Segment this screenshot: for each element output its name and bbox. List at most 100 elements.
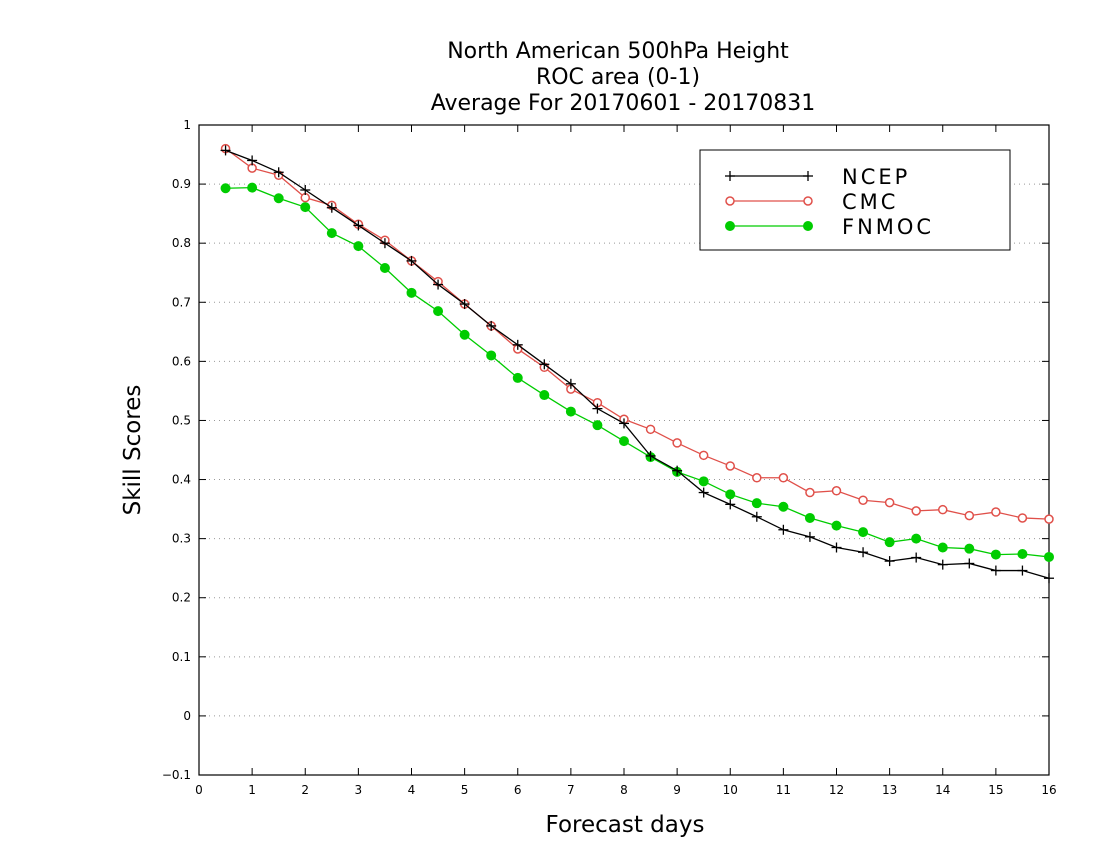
x-tick-label: 13 bbox=[882, 783, 897, 797]
data-point-fnmoc bbox=[831, 520, 842, 531]
legend-marker-cmc bbox=[803, 196, 813, 206]
data-point-ncep bbox=[1044, 573, 1054, 584]
data-point-cmc bbox=[1017, 513, 1028, 523]
legend-item-fnmoc: FNMOC bbox=[725, 215, 934, 239]
data-point-ncep bbox=[379, 238, 390, 249]
title-line-1: North American 500hPa Height bbox=[447, 39, 789, 64]
data-point-ncep bbox=[406, 255, 417, 266]
y-tick-label: 0.8 bbox=[172, 236, 191, 250]
legend-item-cmc: CMC bbox=[725, 190, 898, 214]
data-point-fnmoc bbox=[300, 202, 311, 213]
data-point-fnmoc bbox=[539, 390, 550, 401]
x-axis: 0 1 2 3 4 5 6 7 8 9 10 11 12 13 14 15 16 bbox=[195, 125, 1057, 797]
data-point-cmc bbox=[964, 510, 975, 521]
y-tick-label: 0.1 bbox=[172, 650, 191, 664]
data-point-fnmoc bbox=[353, 241, 364, 252]
data-point-ncep bbox=[990, 565, 1001, 576]
x-tick-label: 15 bbox=[988, 783, 1003, 797]
data-point-ncep bbox=[273, 167, 284, 178]
data-point-fnmoc bbox=[911, 533, 922, 544]
data-point-ncep bbox=[831, 542, 842, 553]
x-tick-label: 2 bbox=[301, 783, 309, 797]
legend-marker-ncep bbox=[803, 171, 813, 181]
x-tick-label: 9 bbox=[673, 783, 681, 797]
data-point-ncep bbox=[672, 465, 683, 476]
data-point-ncep bbox=[619, 418, 629, 429]
data-point-fnmoc bbox=[433, 306, 444, 317]
data-point-ncep bbox=[937, 559, 948, 570]
data-point-cmc bbox=[858, 495, 868, 505]
title-line-2: ROC area (0-1) bbox=[536, 65, 700, 90]
data-point-fnmoc bbox=[592, 420, 603, 431]
y-tick-label: 0 bbox=[183, 709, 191, 723]
data-point-ncep bbox=[300, 185, 311, 195]
y-axis-label: Skill Scores bbox=[120, 385, 146, 516]
x-tick-label: 3 bbox=[355, 783, 363, 797]
chart-title: North American 500hPa Height ROC area (0… bbox=[431, 39, 816, 116]
legend-label-ncep: NCEP bbox=[842, 165, 910, 189]
x-axis-label: Forecast days bbox=[546, 812, 705, 838]
y-tick-label: 0.6 bbox=[172, 354, 191, 368]
data-point-ncep bbox=[565, 378, 576, 389]
data-point-fnmoc bbox=[964, 543, 975, 554]
data-point-ncep bbox=[884, 556, 895, 567]
grid-lines bbox=[199, 183, 1049, 717]
data-point-fnmoc bbox=[459, 329, 470, 340]
data-point-cmc bbox=[645, 424, 656, 435]
data-point-cmc bbox=[938, 504, 948, 515]
data-point-ncep bbox=[433, 279, 444, 290]
legend-marker-fnmoc bbox=[803, 221, 813, 231]
x-tick-label: 10 bbox=[723, 783, 738, 797]
data-point-cmc bbox=[911, 506, 921, 516]
data-point-fnmoc bbox=[565, 406, 576, 417]
data-point-ncep bbox=[459, 299, 470, 310]
legend-label-fnmoc: FNMOC bbox=[842, 215, 934, 239]
data-point-ncep bbox=[645, 450, 656, 461]
x-tick-label: 14 bbox=[935, 783, 950, 797]
data-point-fnmoc bbox=[804, 512, 815, 523]
title-line-3: Average For 20170601 - 20170831 bbox=[431, 91, 816, 116]
data-point-ncep bbox=[326, 202, 337, 213]
x-tick-label: 16 bbox=[1041, 783, 1056, 797]
data-point-ncep bbox=[725, 499, 736, 510]
data-point-fnmoc bbox=[725, 489, 736, 500]
y-tick-label: 0.5 bbox=[172, 413, 191, 427]
data-point-cmc bbox=[1044, 514, 1054, 524]
legend-label-cmc: CMC bbox=[842, 190, 898, 214]
y-tick-label: 0.4 bbox=[172, 473, 191, 487]
legend-marker-ncep bbox=[725, 171, 735, 181]
data-point-fnmoc bbox=[937, 542, 948, 553]
data-point-fnmoc bbox=[273, 193, 284, 204]
data-point-fnmoc bbox=[778, 501, 789, 512]
y-tick-label: −0.1 bbox=[162, 768, 191, 782]
data-point-fnmoc bbox=[751, 498, 762, 509]
data-point-fnmoc bbox=[406, 287, 417, 298]
data-point-ncep bbox=[539, 359, 550, 370]
data-point-ncep bbox=[247, 155, 258, 166]
series-ncep bbox=[220, 145, 1054, 584]
data-point-ncep bbox=[486, 320, 497, 331]
data-point-fnmoc bbox=[990, 549, 1001, 560]
y-tick-label: 0.3 bbox=[172, 532, 191, 546]
data-point-fnmoc bbox=[858, 527, 869, 538]
data-point-ncep bbox=[964, 558, 975, 569]
legend-marker-cmc bbox=[725, 196, 735, 206]
data-point-fnmoc bbox=[884, 537, 895, 548]
data-point-cmc bbox=[831, 486, 842, 496]
data-point-cmc bbox=[884, 497, 895, 508]
data-point-fnmoc bbox=[247, 182, 258, 193]
data-point-ncep bbox=[911, 552, 922, 563]
data-point-cmc bbox=[698, 450, 709, 461]
data-point-cmc bbox=[778, 473, 789, 483]
data-point-ncep bbox=[804, 531, 815, 542]
data-point-fnmoc bbox=[512, 372, 523, 383]
x-tick-label: 5 bbox=[461, 783, 469, 797]
data-point-fnmoc bbox=[220, 183, 231, 194]
data-point-cmc bbox=[672, 438, 682, 448]
data-point-cmc bbox=[805, 487, 815, 498]
x-tick-label: 6 bbox=[514, 783, 522, 797]
x-tick-label: 8 bbox=[620, 783, 628, 797]
data-point-fnmoc bbox=[326, 228, 337, 239]
